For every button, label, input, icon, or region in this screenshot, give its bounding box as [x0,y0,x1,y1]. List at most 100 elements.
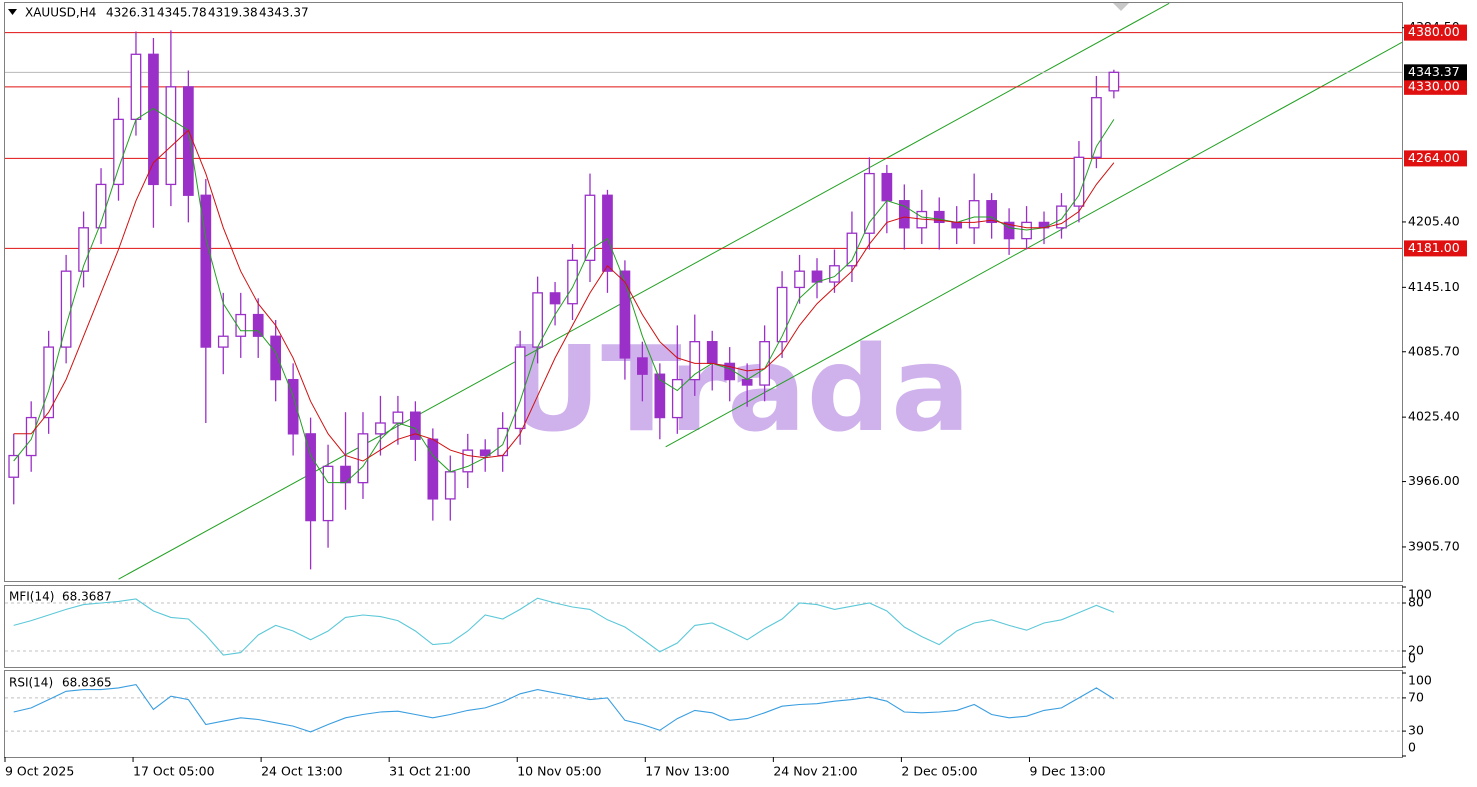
candle-body [287,378,299,435]
candle-body [706,341,718,365]
candle-body [8,454,20,478]
main-panel-frame [4,2,1403,582]
candle-body [427,438,439,500]
y-tick-label: 0 [1408,740,1416,755]
level-label: 4380.00 [1408,24,1460,39]
y-tick-label: 30 [1408,723,1424,738]
candle-body [444,471,456,500]
x-tick-label: 17 Oct 05:00 [133,764,215,779]
candle-body [1108,71,1120,92]
y-tick-label: 4025.40 [1408,409,1460,424]
candle-body [514,346,526,430]
y-tick-label: 4145.10 [1408,279,1460,294]
candle-body [532,292,543,348]
candle-body [602,194,613,272]
level-label-box [1404,24,1467,41]
level-label-box [1404,240,1467,257]
menu-triangle[interactable] [8,9,17,15]
candle-body [60,270,72,348]
x-tick-label: 9 Dec 13:00 [1029,764,1105,779]
candle-body [898,200,910,229]
candle-body [252,313,264,337]
candle-body [951,221,963,229]
candle-body [182,86,194,196]
candle-body [584,194,596,261]
watermark: UTrada [505,320,970,458]
quote-close: 4343.37 [259,6,309,20]
candle-body [1056,205,1067,229]
candle-body [864,172,875,234]
indicator-value: 68.8365 [62,676,112,690]
candle-body [322,465,334,522]
x-tick-label: 31 Oct 21:00 [389,764,471,779]
candle-body [794,270,805,289]
level-label-box [1404,150,1467,167]
candle-body [741,378,753,386]
y-tick-label: 100 [1408,587,1432,602]
candle-body [43,346,55,419]
y-tick-label: 4205.40 [1408,213,1460,228]
candle-body [968,200,980,229]
indicator-title: MFI(14) [9,590,54,604]
indicator-title: RSI(14) [9,676,53,690]
candle-body [200,194,212,348]
x-tick-label: 17 Nov 13:00 [645,764,729,779]
candle-body [881,172,893,202]
moving-average [13,129,1115,462]
x-tick-label: 2 Dec 05:00 [901,764,977,779]
candle-body [637,357,648,375]
candle-body [165,86,177,186]
current-price-label: 4343.37 [1408,64,1460,79]
candle-body [462,449,474,473]
rsi-panel-frame [4,670,1403,758]
candle-body [270,335,282,381]
y-tick-label: 3905.70 [1408,538,1460,553]
candle-body [1073,156,1085,207]
level-label-box [1404,78,1467,95]
symbol-title: XAUUSD,H4 [25,6,96,20]
candle-body [410,411,421,440]
candle-body [986,200,997,224]
candle-body [933,210,945,224]
candle-body [78,227,89,272]
shift-marker [1113,3,1129,11]
candle-body [549,292,561,305]
candle-body [217,335,229,348]
quote-high: 4345.78 [157,6,207,20]
x-tick-label: 10 Nov 05:00 [517,764,601,779]
indicator-line [13,597,1115,656]
candle-body [235,313,247,337]
indicator-line [13,683,1115,733]
candle-body [25,416,37,457]
y-tick-label: 100 [1408,673,1432,688]
candle-body [1091,97,1102,158]
y-tick-label: 80 [1408,595,1424,610]
y-tick-label: 4085.70 [1408,343,1460,358]
mfi-panel-frame [4,585,1403,668]
candle-body [392,411,404,424]
y-tick-label: 0 [1408,651,1416,666]
quote-low: 4319.38 [208,6,258,20]
level-label: 4264.00 [1408,150,1460,165]
indicator-value: 68.3687 [62,590,112,604]
candle-body [654,373,666,419]
trendline [665,41,1402,448]
candle-body [829,265,840,283]
x-tick-label: 9 Oct 2025 [5,764,74,779]
candle-body [619,270,631,359]
candle-body [567,259,578,305]
y-tick-label: 3966.00 [1408,473,1460,488]
trendline [118,3,1170,580]
candle-body [375,422,386,435]
level-label: 4330.00 [1408,78,1460,93]
candle-body [671,378,683,419]
main-plot [5,3,1402,580]
level-label: 4181.00 [1408,240,1460,255]
candle-body [357,433,369,484]
candle-body [305,433,316,522]
candle-body [1021,221,1032,240]
candle-body [776,286,788,343]
candle-body [113,118,124,186]
